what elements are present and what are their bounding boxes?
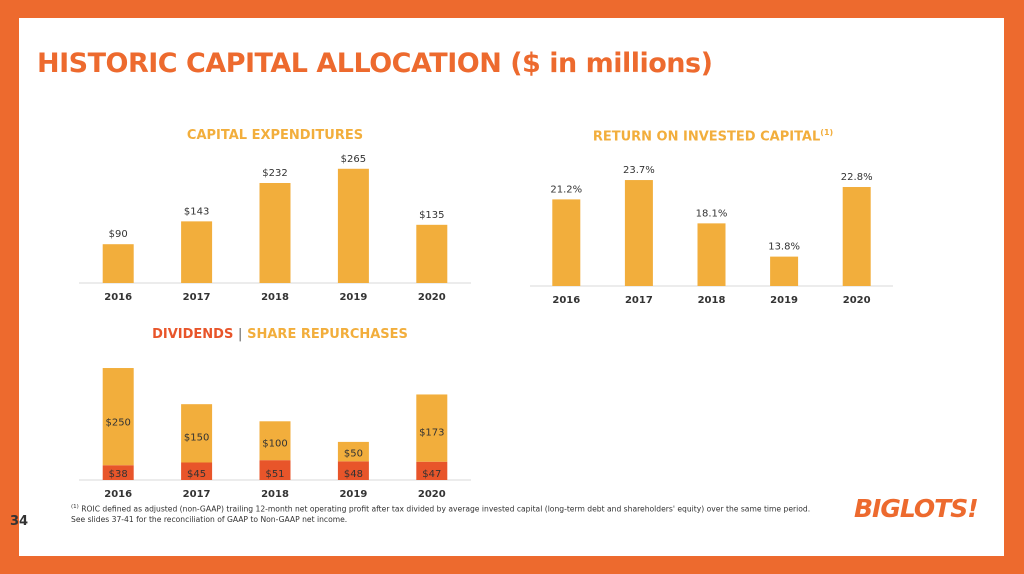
roic-title-text: RETURN ON INVESTED CAPITAL [592, 129, 821, 145]
data-label: 21.2% [550, 184, 582, 195]
bar [624, 180, 653, 286]
data-label: $265 [341, 154, 366, 165]
x-tick-label: 2018 [261, 489, 289, 500]
bar [181, 221, 213, 283]
data-label: $143 [184, 206, 209, 217]
data-label: $135 [419, 210, 444, 221]
x-tick-label: 2016 [104, 489, 132, 500]
footnote-marker: (1) [71, 504, 79, 510]
dividend-bar-segment [102, 465, 134, 480]
page-title: HISTORIC CAPITAL ALLOCATION ($ in millio… [37, 48, 713, 79]
bar [770, 256, 799, 286]
repurchase-bar-segment [102, 368, 134, 466]
footnote-line-2: See slides 37-41 for the reconciliation … [71, 514, 348, 524]
repurchases-title-text: SHARE REPURCHASES [247, 327, 408, 342]
data-label: 13.8% [768, 242, 800, 253]
repurchase-data-label: $150 [184, 432, 209, 443]
dividend-data-label: $38 [109, 469, 128, 480]
roic-chart-title: RETURN ON INVESTED CAPITAL(1) [593, 128, 833, 144]
big-lots-logo: BIGLOTS! [854, 494, 979, 523]
x-tick-label: 2019 [770, 295, 798, 306]
bar [842, 187, 871, 286]
roic-title-footnote-marker: (1) [820, 128, 834, 137]
capex-chart-title: CAPITAL EXPENDITURES [186, 128, 364, 143]
dividend-bar-segment [259, 460, 291, 480]
data-label: 18.1% [696, 208, 728, 219]
x-tick-label: 2018 [698, 295, 726, 306]
x-tick-label: 2019 [339, 489, 367, 500]
data-label: $90 [109, 229, 128, 240]
dividend-data-label: $48 [344, 469, 363, 480]
footnote: (1) ROIC defined as adjusted (non-GAAP) … [71, 502, 811, 525]
x-tick-label: 2020 [843, 295, 871, 306]
x-tick-label: 2020 [418, 292, 446, 303]
repurchase-data-label: $173 [419, 427, 444, 438]
dividend-bar-segment [337, 461, 369, 480]
repurchase-data-label: $100 [262, 439, 287, 450]
dividends-title-text: DIVIDENDS [152, 327, 234, 342]
dividend-bar-segment [416, 461, 448, 480]
dividend-data-label: $51 [265, 469, 284, 480]
repurchase-data-label: $50 [344, 449, 363, 460]
dividend-data-label: $47 [422, 469, 441, 480]
data-label: 23.7% [623, 165, 655, 176]
x-tick-label: 2018 [261, 292, 289, 303]
x-tick-label: 2020 [418, 489, 446, 500]
bar [552, 199, 581, 286]
repurchase-bar-segment [259, 421, 291, 461]
footnote-line-1: ROIC defined as adjusted (non-GAAP) trai… [81, 504, 811, 514]
repurchase-bar-segment [337, 441, 369, 462]
dividends-chart-title: DIVIDENDS | SHARE REPURCHASES [152, 327, 408, 342]
repurchase-data-label: $250 [105, 417, 130, 428]
bar [337, 168, 369, 283]
page-number: 34 [10, 514, 29, 529]
repurchase-bar-segment [416, 394, 448, 462]
data-label: $232 [262, 168, 287, 179]
x-tick-label: 2019 [339, 292, 367, 303]
dividend-bar-segment [181, 462, 213, 480]
dividend-data-label: $45 [187, 469, 206, 480]
x-tick-label: 2017 [625, 295, 653, 306]
repurchase-bar-segment [181, 404, 213, 463]
x-tick-label: 2017 [183, 489, 211, 500]
x-tick-label: 2016 [104, 292, 132, 303]
bar [697, 223, 726, 286]
bar [259, 183, 291, 283]
title-separator: | [237, 327, 243, 342]
bar [102, 244, 134, 283]
x-tick-label: 2016 [552, 295, 580, 306]
x-tick-label: 2017 [183, 292, 211, 303]
bar [416, 224, 448, 283]
data-label: 22.8% [841, 172, 873, 183]
